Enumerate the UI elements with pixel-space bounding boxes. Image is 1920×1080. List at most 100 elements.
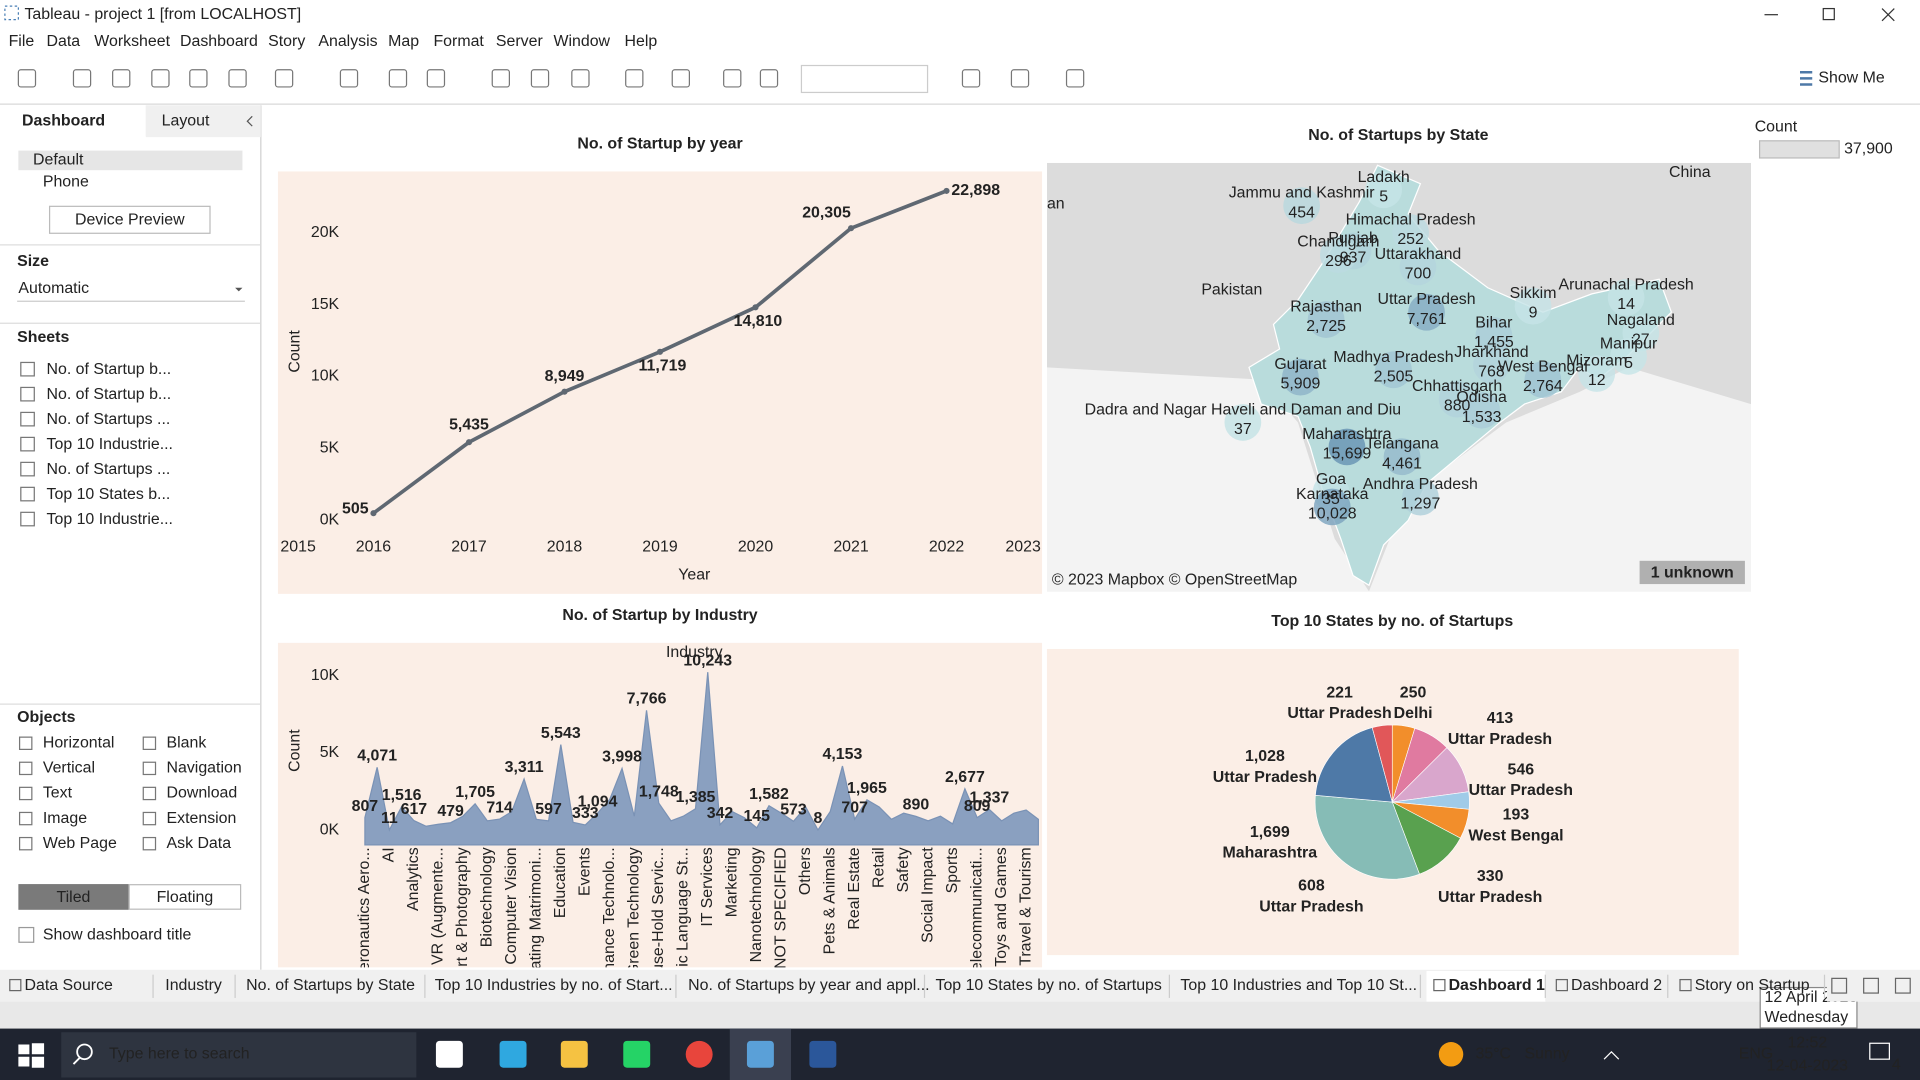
sheet-item[interactable]: No. of Startup b... <box>47 386 172 403</box>
floating[interactable]: Floating <box>157 889 214 906</box>
search-placeholder[interactable]: Type here to search <box>109 1045 250 1062</box>
toolbar-icon[interactable] <box>1010 69 1030 88</box>
device-phone[interactable]: Phone <box>43 174 89 191</box>
object-item[interactable]: Download <box>167 785 238 802</box>
object-item[interactable]: Horizontal <box>43 734 115 751</box>
sheet-tab[interactable]: Industry <box>165 977 222 994</box>
tiled[interactable]: Tiled <box>57 889 91 906</box>
object-item[interactable]: Blank <box>167 734 207 751</box>
sheet-tab[interactable]: No. of Startups by State <box>246 977 415 994</box>
sheet-tab[interactable]: Story on Startup <box>1695 977 1810 994</box>
object-item[interactable]: Ask Data <box>167 835 232 852</box>
size-caret[interactable] <box>235 287 243 292</box>
sheet-tab[interactable]: Top 10 States by no. of Startups <box>936 977 1162 994</box>
clock-date[interactable]: 12-04-2023 <box>1767 1058 1849 1075</box>
toolbar-icon[interactable] <box>571 69 590 88</box>
device-default[interactable]: Default <box>33 152 84 169</box>
toolbar-icon[interactable] <box>189 69 208 88</box>
floating-button[interactable] <box>128 884 242 910</box>
toolbar-icon[interactable] <box>388 69 408 88</box>
menu-item[interactable]: Help <box>624 33 657 50</box>
menu-item[interactable]: Story <box>268 33 305 50</box>
menu-item[interactable]: Worksheet <box>94 33 170 50</box>
temperature[interactable]: 35°C <box>1476 1045 1512 1062</box>
sheet-tab[interactable]: No. of Startups by year and appl... <box>688 977 929 994</box>
toolbar-icon[interactable] <box>961 69 981 88</box>
taskbar-app[interactable] <box>746 1040 774 1068</box>
object-item[interactable]: Image <box>43 810 87 827</box>
tab-layout[interactable]: Layout <box>162 112 210 129</box>
search-box[interactable] <box>61 1032 417 1078</box>
menu-item[interactable]: Data <box>47 33 81 50</box>
object-item[interactable]: Web Page <box>43 835 117 852</box>
menu-item[interactable]: Format <box>433 33 484 50</box>
menu-item[interactable]: Window <box>553 33 610 50</box>
device-preview[interactable]: Device Preview <box>75 212 185 229</box>
show-me[interactable]: Show Me <box>1818 70 1884 87</box>
data-label: 1,582 <box>749 786 789 803</box>
taskbar-app[interactable] <box>685 1040 713 1068</box>
toolbar-icon[interactable] <box>723 69 742 88</box>
close[interactable] <box>1881 8 1895 22</box>
active-tab <box>1426 971 1546 1002</box>
sheet-item[interactable]: Top 10 States b... <box>47 486 171 503</box>
weather[interactable]: Sunny <box>1524 1045 1569 1062</box>
toolbar-icon[interactable] <box>112 69 131 88</box>
sheet-item[interactable]: Top 10 Industrie... <box>47 436 173 453</box>
tab-button[interactable] <box>1863 977 1879 994</box>
taskbar-app[interactable] <box>499 1040 527 1068</box>
sheet-tab[interactable]: Top 10 Industries and Top 10 St... <box>1180 977 1417 994</box>
menu-item[interactable]: Analysis <box>318 33 377 50</box>
menu-item[interactable]: Dashboard <box>180 33 258 50</box>
toolbar-icon[interactable] <box>1065 69 1085 88</box>
toolbar-icon[interactable] <box>151 69 170 88</box>
sheet-tab[interactable]: Top 10 Industries by no. of Start... <box>435 977 673 994</box>
notification-icon[interactable] <box>1869 1042 1890 1060</box>
object-item[interactable]: Extension <box>167 810 237 827</box>
menu-item[interactable]: Map <box>388 33 419 50</box>
tab-button[interactable] <box>1831 977 1848 994</box>
language[interactable]: ENG <box>1739 1045 1773 1062</box>
x-tick-label: Safety <box>895 847 912 892</box>
x-tick-label: Travel & Tourism <box>1017 847 1034 965</box>
device-preview-button[interactable] <box>48 205 211 234</box>
tab-dashboard[interactable]: Dashboard <box>22 112 105 129</box>
toolbar-icon[interactable] <box>274 69 294 88</box>
size-value[interactable]: Automatic <box>18 280 89 297</box>
collapse[interactable] <box>246 115 253 127</box>
toolbar-icon[interactable] <box>671 69 690 88</box>
object-item[interactable]: Text <box>43 785 73 802</box>
menu-item[interactable]: File <box>9 33 35 50</box>
taskbar-app[interactable] <box>809 1040 837 1068</box>
toolbar-icon[interactable] <box>72 69 92 88</box>
tab-button[interactable] <box>1894 977 1911 994</box>
tray-expand[interactable] <box>1603 1050 1620 1060</box>
toolbar-icon[interactable] <box>759 69 779 88</box>
sheet-item[interactable]: No. of Startup b... <box>47 361 172 378</box>
menu-item[interactable]: Server <box>496 33 544 50</box>
object-item[interactable]: Navigation <box>167 760 242 777</box>
show-title[interactable]: Show dashboard title <box>43 927 192 944</box>
sheet-item[interactable]: Top 10 Industrie... <box>47 511 173 528</box>
sheet-tab[interactable]: Dashboard 2 <box>1571 977 1662 994</box>
taskbar-app[interactable] <box>435 1040 463 1068</box>
taskbar-app[interactable] <box>623 1040 651 1068</box>
toolbar-icon[interactable] <box>339 69 359 88</box>
toolbar-icon[interactable] <box>228 69 247 88</box>
restore[interactable] <box>1822 7 1835 21</box>
sheet-item[interactable]: No. of Startups ... <box>47 411 171 428</box>
toolbar-icon[interactable] <box>625 69 644 88</box>
tiled-button[interactable] <box>18 884 129 910</box>
sheet-tab[interactable]: Data Source <box>24 977 113 994</box>
toolbar-icon[interactable] <box>530 69 550 88</box>
toolbar-icon[interactable] <box>17 69 37 88</box>
toolbar-icon[interactable] <box>491 69 510 88</box>
sheet-item[interactable]: No. of Startups ... <box>47 461 171 478</box>
object-item[interactable]: Vertical <box>43 760 95 777</box>
sheet-tab[interactable]: Dashboard 1 <box>1449 977 1545 994</box>
checkbox[interactable] <box>18 926 35 943</box>
start-button[interactable] <box>18 1043 45 1068</box>
clock-time[interactable]: 12:52 <box>1787 1034 1827 1051</box>
taskbar-app[interactable] <box>560 1040 588 1068</box>
toolbar-icon[interactable] <box>426 69 446 88</box>
